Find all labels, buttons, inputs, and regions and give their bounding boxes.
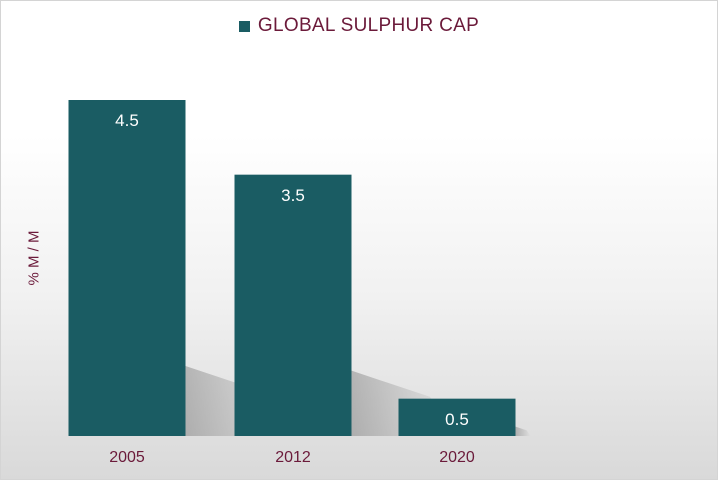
data-label-2012: 3.5 [281,185,305,205]
bar-shadow [515,426,531,436]
legend-label: GLOBAL SULPHUR CAP [257,15,480,36]
bar-2005 [68,100,186,436]
bar-2012 [234,174,352,436]
data-label-2005: 4.5 [115,111,139,130]
x-tick-2005: 2005 [109,449,145,466]
data-label-2020: 0.5 [445,409,469,429]
legend-swatch [238,20,250,32]
x-tick-2020: 2020 [439,449,475,466]
chart-legend: GLOBAL SULPHUR CAP [1,15,717,37]
x-tick-2012: 2012 [275,449,311,466]
bar-2020 [398,398,516,436]
